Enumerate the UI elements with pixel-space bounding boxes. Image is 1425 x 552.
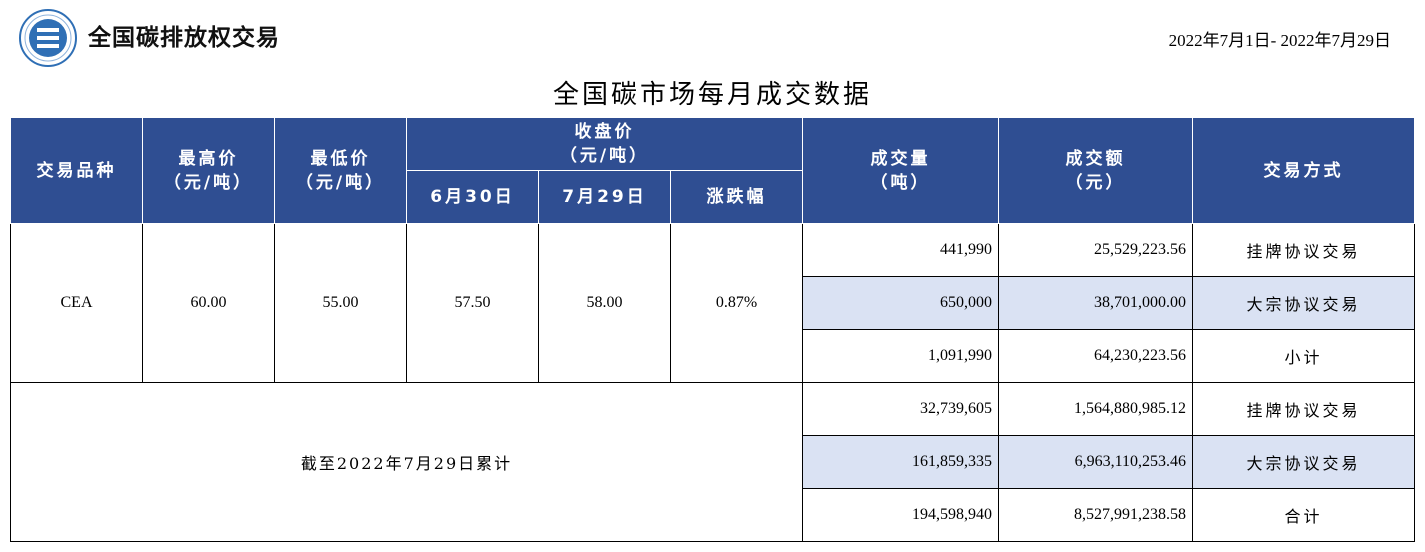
header-date-0630: 6月30日 (406, 170, 539, 224)
date-range: 2022年7月1日- 2022年7月29日 (1168, 31, 1391, 50)
header-high-price: 最高价 （元/吨） (142, 117, 275, 224)
cell-close-0729: 58.00 (538, 223, 671, 383)
page-title: 全国碳市场每月成交数据 (552, 80, 872, 110)
cell-volume: 650,000 (802, 276, 999, 330)
cell-amount: 1,564,880,985.12 (998, 382, 1193, 436)
brand-name: 全国碳排放权交易 (88, 25, 280, 51)
header-amount: 成交额 （元） (998, 117, 1193, 224)
cell-volume: 441,990 (802, 223, 999, 277)
cell-method: 合计 (1192, 488, 1415, 542)
table-row: 194,598,940 8,527,991,238.58 合计 (11, 488, 1415, 542)
cell-volume: 161,859,335 (802, 435, 999, 489)
cell-method: 大宗协议交易 (1192, 276, 1415, 330)
cell-method: 挂牌协议交易 (1192, 223, 1415, 277)
cell-amount: 64,230,223.56 (998, 329, 1193, 383)
cell-method: 小计 (1192, 329, 1415, 383)
table-row: 650,000 38,701,000.00 大宗协议交易 (11, 276, 1415, 330)
table-row: CEA 60.00 55.00 57.50 58.00 0.87% 441,99… (10, 223, 1415, 383)
cell-close-0630: 57.50 (406, 223, 539, 383)
header-high-price-unit: （元/吨） (163, 172, 254, 193)
cell-volume: 194,598,940 (802, 488, 999, 542)
header-product: 交易品种 (10, 117, 143, 224)
header-date-0729: 7月29日 (538, 170, 671, 224)
monthly-trading-table: 交易品种 最高价 （元/吨） 最低价 （元/吨） 收盘价 （元/吨） 成交量 （… (10, 117, 1415, 542)
header-low-price-unit: （元/吨） (295, 172, 386, 193)
cell-product: CEA (10, 223, 143, 383)
table-row: 1,091,990 64,230,223.56 小计 (11, 329, 1415, 383)
header-close-price-unit: （元/吨） (559, 146, 650, 166)
cell-change: 0.87% (670, 223, 803, 383)
header-volume-label: 成交量 (870, 148, 931, 169)
cell-method: 大宗协议交易 (1192, 435, 1415, 489)
header-high-price-label: 最高价 (178, 148, 239, 169)
cell-method: 挂牌协议交易 (1192, 382, 1415, 436)
cell-amount: 6,963,110,253.46 (998, 435, 1193, 489)
cell-high-price: 60.00 (142, 223, 275, 383)
exchange-emblem-icon (19, 9, 77, 67)
header-low-price: 最低价 （元/吨） (274, 117, 407, 224)
header-close-price-label: 收盘价 (574, 122, 635, 142)
header-low-price-label: 最低价 (310, 148, 371, 169)
cell-volume: 32,739,605 (802, 382, 999, 436)
header-volume: 成交量 （吨） (802, 117, 999, 224)
cell-cumulative-label: 截至2022年7月29日累计 (10, 382, 803, 542)
cell-volume: 1,091,990 (802, 329, 999, 383)
header-amount-unit: （元） (1065, 172, 1126, 193)
cell-amount: 38,701,000.00 (998, 276, 1193, 330)
header-method: 交易方式 (1192, 117, 1415, 224)
cell-amount: 8,527,991,238.58 (998, 488, 1193, 542)
header-amount-label: 成交额 (1065, 148, 1126, 169)
cell-amount: 25,529,223.56 (998, 223, 1193, 277)
header-volume-unit: （吨） (870, 172, 931, 193)
header-change: 涨跌幅 (670, 170, 803, 224)
table-row: 截至2022年7月29日累计 32,739,605 1,564,880,985.… (10, 382, 1415, 542)
header-close-price: 收盘价 （元/吨） (406, 117, 803, 171)
cell-low-price: 55.00 (274, 223, 407, 383)
